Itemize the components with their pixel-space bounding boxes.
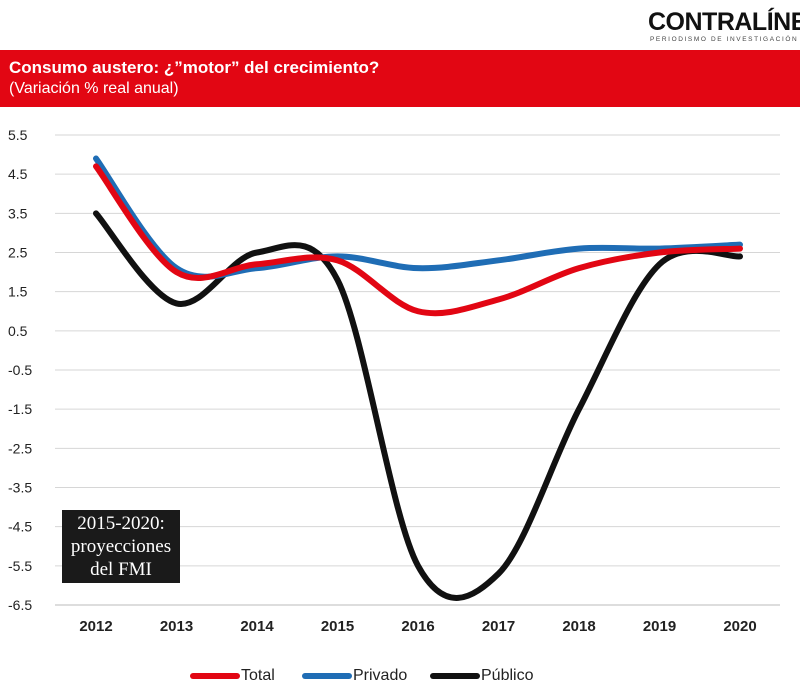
- legend-swatch-privado: [302, 673, 352, 679]
- legend-label-privado: Privado: [353, 667, 408, 684]
- legend-item-publico: Público: [430, 664, 533, 688]
- chart-title: Consumo austero: ¿”motor” del crecimient…: [9, 58, 380, 77]
- legend-label-total: Total: [241, 667, 275, 684]
- y-tick-label: -1.5: [8, 401, 32, 417]
- x-tick-label: 2019: [643, 618, 676, 635]
- x-tick-label: 2018: [562, 618, 595, 635]
- x-tick-label: 2020: [723, 618, 756, 635]
- x-tick-label: 2012: [79, 618, 112, 635]
- y-tick-label: -4.5: [8, 519, 32, 535]
- y-tick-label: -6.5: [8, 597, 32, 613]
- y-tick-label: 4.5: [8, 166, 28, 182]
- note-line-1: 2015-2020:: [77, 513, 165, 534]
- line-chart: 5.5 4.5 3.5 2.5 1.5 0.5 -0.5 -1.5 -2.5 -3.5 -4.5 -5…: [8, 127, 780, 635]
- brand-logo: CONTRALÍNEA PERIODISMO DE INVESTIGACIÓN: [648, 8, 800, 44]
- series-line-total: [93, 163, 743, 317]
- series-line-privado: [93, 155, 743, 280]
- chart-subtitle: (Variación % real anual): [9, 80, 179, 97]
- legend-label-publico: Público: [481, 667, 534, 684]
- legend-swatch-publico: [430, 673, 480, 679]
- x-tick-label: 2014: [240, 618, 274, 635]
- y-tick-label: 0.5: [8, 323, 28, 339]
- legend-item-total: Total: [190, 664, 275, 688]
- chart-legend: Total Privado Público: [0, 664, 800, 688]
- projection-note: 2015-2020: proyecciones del FMI: [62, 510, 180, 583]
- note-line-2: proyecciones: [70, 536, 172, 557]
- y-tick-label: -0.5: [8, 362, 32, 378]
- x-tick-label: 2013: [160, 618, 193, 635]
- x-tick-label: 2016: [401, 618, 434, 635]
- title-banner: [0, 50, 800, 107]
- y-tick-label: -3.5: [8, 480, 32, 496]
- x-tick-label: 2015: [321, 618, 354, 635]
- y-tick-label: 1.5: [8, 284, 28, 300]
- y-tick-label: -5.5: [8, 558, 32, 574]
- y-tick-label: 5.5: [8, 127, 28, 143]
- logo-wordmark: CONTRALÍNEA: [648, 8, 800, 36]
- legend-swatch-total: [190, 673, 240, 679]
- y-tick-label: 3.5: [8, 205, 28, 221]
- x-tick-label: 2017: [482, 618, 515, 635]
- logo-tagline: PERIODISMO DE INVESTIGACIÓN: [650, 36, 799, 43]
- note-line-3: del FMI: [90, 559, 152, 580]
- y-tick-label: -2.5: [8, 440, 32, 456]
- series-line-publico: [93, 210, 743, 601]
- legend-item-privado: Privado: [302, 664, 407, 688]
- y-tick-label: 2.5: [8, 245, 28, 261]
